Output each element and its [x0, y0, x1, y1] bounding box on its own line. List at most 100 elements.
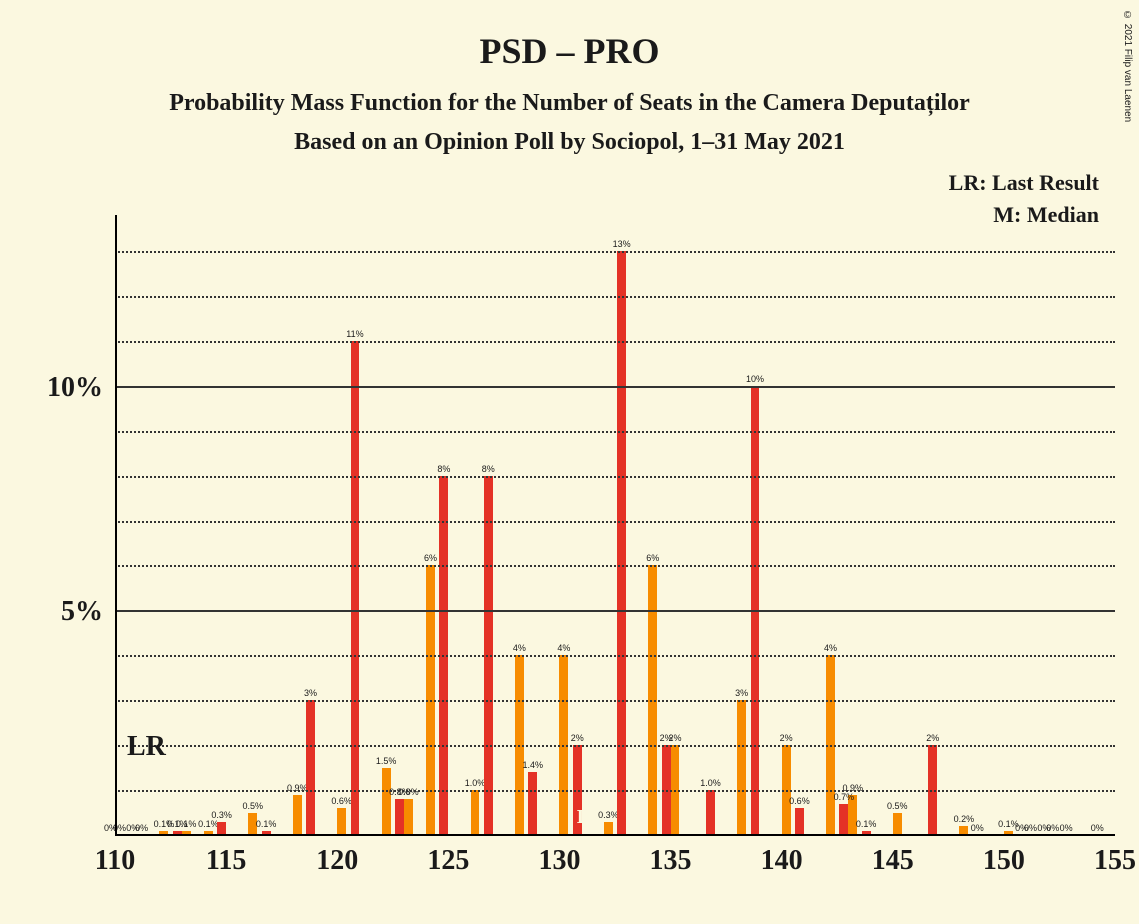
bar-group: 2% — [773, 215, 791, 835]
bar-label-orange: 0.5% — [887, 801, 908, 811]
gridline-minor — [115, 476, 1115, 478]
bar-orange — [382, 768, 391, 835]
bar-label-orange: 4% — [557, 643, 570, 653]
bar-group: 3% — [306, 215, 324, 835]
bar-red — [795, 808, 804, 835]
copyright-text: © 2021 Filip van Laenen — [1122, 10, 1133, 122]
median-marker: M — [577, 804, 596, 827]
bar-label-orange: 0.5% — [243, 801, 264, 811]
bar-label-red: 2% — [926, 733, 939, 743]
bar-group: 0% — [1062, 215, 1080, 835]
bar-orange — [737, 700, 746, 835]
gridline-minor — [115, 296, 1115, 298]
gridline-major — [115, 386, 1115, 388]
bar-group: 0.1% — [195, 215, 213, 835]
bar-label-orange: 0% — [1046, 823, 1059, 833]
x-axis-line — [115, 834, 1115, 836]
bar-red — [395, 799, 404, 835]
bar-label-orange: 6% — [646, 553, 659, 563]
bar-red — [617, 251, 626, 835]
bar-red — [306, 700, 315, 835]
bar-label-orange: 6% — [424, 553, 437, 563]
bar-group: 0.7%0.9% — [839, 215, 857, 835]
bar-label-red: 2% — [571, 733, 584, 743]
title-block: PSD – PRO Probability Mass Function for … — [0, 0, 1139, 156]
bar-orange — [293, 795, 302, 835]
bar-group: 0% — [973, 215, 991, 835]
bar-orange — [471, 790, 480, 835]
gridline-minor — [115, 341, 1115, 343]
bar-label-orange: 0.1% — [198, 819, 219, 829]
bar-group — [906, 215, 924, 835]
bar-label-red: 0.7% — [834, 792, 855, 802]
bar-orange — [604, 822, 613, 835]
x-tick-label: 125 — [408, 845, 488, 877]
bar-group: 6% — [639, 215, 657, 835]
x-tick-label: 110 — [75, 845, 155, 877]
bar-label-red: 11% — [346, 329, 363, 339]
bar-label-red: 10% — [746, 374, 764, 384]
gridline-minor — [115, 790, 1115, 792]
bar-red — [706, 790, 715, 835]
bar-label-red: 0.3% — [211, 810, 232, 820]
bar-group: 0.2% — [951, 215, 969, 835]
bar-label-orange: 2% — [780, 733, 793, 743]
bar-group: 0%0% — [1017, 215, 1035, 835]
bar-group: 6% — [417, 215, 435, 835]
bar-group: 11% — [351, 215, 369, 835]
bar-label-red: 8% — [437, 464, 450, 474]
bars-layer: 0%0%0%0%0.1%0.1%0.1%0.1%0.3%0.5%0.1%0.9%… — [115, 215, 1115, 835]
bar-group: 1.0% — [462, 215, 480, 835]
bar-label-red: 1.4% — [523, 760, 544, 770]
bar-label-red: 13% — [613, 239, 631, 249]
bar-group: 0.5% — [884, 215, 902, 835]
chart-container: PSD – PRO Probability Mass Function for … — [0, 0, 1139, 924]
bar-red — [217, 822, 226, 835]
gridline-major — [115, 610, 1115, 612]
bar-label-orange: 0% — [1091, 823, 1104, 833]
bar-group: 4% — [817, 215, 835, 835]
bar-label-red: 3% — [304, 688, 317, 698]
bar-group: 13% — [617, 215, 635, 835]
subtitle-1: Probability Mass Function for the Number… — [0, 90, 1139, 117]
x-tick-label: 130 — [519, 845, 599, 877]
x-tick-label: 150 — [964, 845, 1044, 877]
bar-label-orange: 0.6% — [331, 796, 352, 806]
bar-group: 1.0% — [706, 215, 724, 835]
bar-group: 2% — [928, 215, 946, 835]
bar-group: 1.5% — [373, 215, 391, 835]
bar-group: 1.4% — [528, 215, 546, 835]
subtitle-2: Based on an Opinion Poll by Sociopol, 1–… — [0, 129, 1139, 156]
legend-lr: LR: Last Result — [949, 170, 1099, 196]
plot-area: 0%0%0%0%0.1%0.1%0.1%0.1%0.3%0.5%0.1%0.9%… — [115, 215, 1115, 835]
bar-label-red: 0.6% — [789, 796, 810, 806]
x-tick-label: 135 — [631, 845, 711, 877]
bar-group: 0.1% — [995, 215, 1013, 835]
gridline-minor — [115, 251, 1115, 253]
bar-label-red: 0% — [1060, 823, 1073, 833]
bar-group: 0% — [1084, 215, 1102, 835]
bar-label-red: 0.1% — [856, 819, 877, 829]
gridline-minor — [115, 431, 1115, 433]
y-tick-label: 5% — [13, 596, 103, 628]
bar-group: 0%0% — [1039, 215, 1057, 835]
bar-label-orange: 0.8% — [398, 787, 419, 797]
bar-label-orange: 0.3% — [598, 810, 619, 820]
bar-red — [839, 804, 848, 835]
bar-label-red: 0.1% — [256, 819, 277, 829]
bar-label-orange: 2% — [668, 733, 681, 743]
bar-label-orange: 1.0% — [465, 778, 486, 788]
bar-group: 8% — [484, 215, 502, 835]
bar-group — [1106, 215, 1124, 835]
bar-group: 4% — [551, 215, 569, 835]
bar-group: 4% — [506, 215, 524, 835]
x-tick-label: 115 — [186, 845, 266, 877]
x-tick-label: 145 — [853, 845, 933, 877]
bar-red — [351, 341, 360, 835]
bar-group: 0.3% — [217, 215, 235, 835]
bar-label-orange: 0% — [1024, 823, 1037, 833]
bar-group: 0.1%0.1% — [173, 215, 191, 835]
bar-red — [528, 772, 537, 835]
gridline-minor — [115, 521, 1115, 523]
bar-label-red: 8% — [482, 464, 495, 474]
